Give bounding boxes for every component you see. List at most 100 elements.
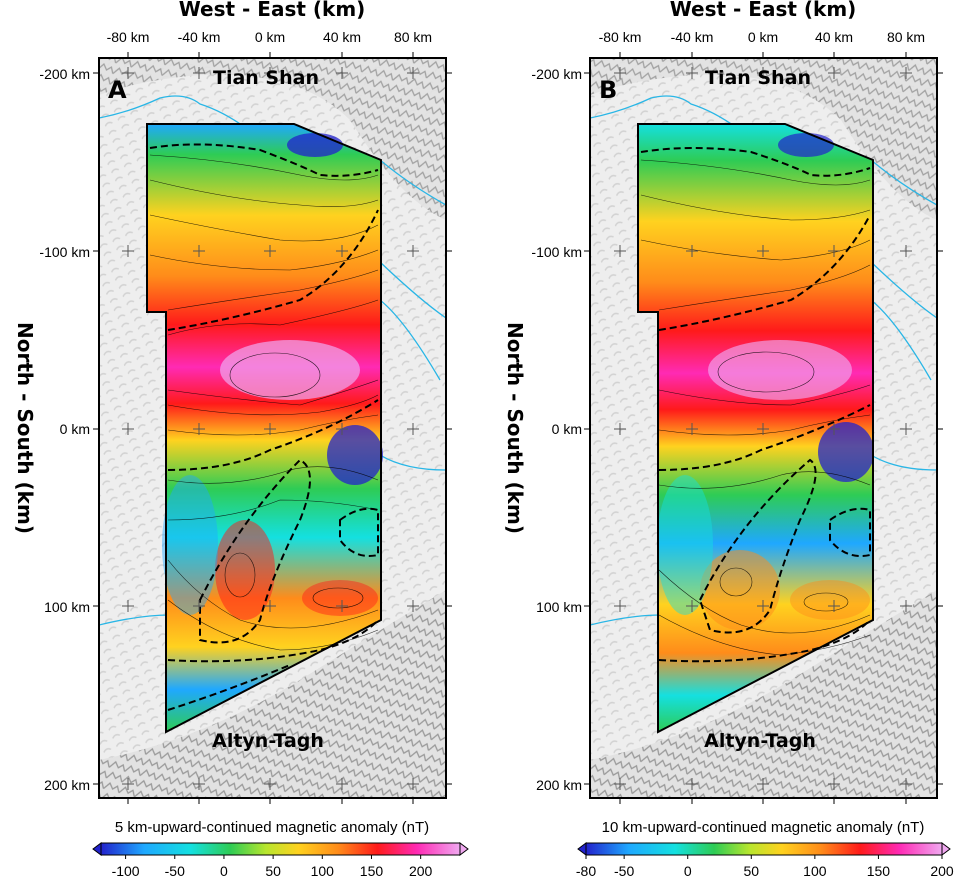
map-frame (98, 57, 447, 799)
anomaly-low (327, 425, 383, 485)
colorbar-tick-label: 0 (684, 863, 692, 879)
anomaly-high (700, 550, 780, 630)
contour-line (224, 552, 256, 598)
colorbar-tick-label: 200 (409, 863, 433, 879)
river (99, 614, 171, 626)
contour-line (167, 499, 379, 521)
anomaly-high (215, 520, 275, 620)
y-tick-label: -200 km (531, 66, 582, 82)
colorbar-tick-label: -100 (112, 863, 140, 879)
y-tick-labels: -200 km -100 km 0 km 100 km 200 km (39, 66, 90, 793)
colorbar-gradient (585, 842, 943, 856)
contour-line (658, 569, 871, 634)
y-tick-label: 200 km (44, 777, 90, 793)
contour-line (167, 299, 379, 336)
colorbar-over-triangle (459, 842, 469, 856)
y-tick-label: -100 km (39, 244, 90, 260)
contour-line (640, 159, 871, 186)
zero-contour (167, 664, 291, 711)
graticule-cross (122, 600, 419, 612)
panel-b: West - East (km) North - South (km) -80 … (503, 0, 954, 879)
panel-letter: B (599, 76, 617, 104)
x-tick-label: 80 km (887, 29, 925, 45)
contour-line (149, 214, 379, 242)
frame-ticks (584, 52, 943, 804)
zero-contour (149, 143, 379, 177)
contour-line (717, 351, 815, 393)
anomaly-low (818, 422, 874, 482)
graticule-cross (614, 245, 912, 257)
river (870, 299, 932, 381)
zero-contour (698, 458, 817, 634)
contour-line (803, 592, 849, 612)
anomaly-low (287, 133, 343, 157)
contour-line (658, 384, 871, 406)
colorbar-tick-label: 100 (803, 863, 827, 879)
region-label-south: Altyn-Tagh (704, 730, 816, 752)
colorbar: -80 -50 0 50 100 150 200 (576, 842, 954, 879)
river (870, 159, 937, 206)
zero-contour (167, 209, 379, 331)
graticule-cross (614, 423, 912, 435)
contour-line (719, 567, 753, 597)
contour-line (149, 249, 379, 271)
x-tick-label: -40 km (178, 29, 221, 45)
colorbar-title: 5 km-upward-continued magnetic anomaly (… (115, 819, 429, 836)
x-axis-title: West - East (km) (179, 0, 366, 21)
y-axis-title: North - South (km) (13, 322, 37, 534)
river (379, 159, 446, 206)
contour-line (167, 269, 379, 311)
graticule-cross (122, 67, 419, 79)
basemap-tian-shan-relief (99, 58, 446, 220)
zero-contour (339, 507, 379, 557)
anomaly-high (220, 340, 360, 400)
colorbar-tick-label: 150 (867, 863, 891, 879)
zero-contour (199, 458, 311, 644)
y-axis-title: North - South (km) (503, 322, 527, 534)
colorbar-tick-label: -50 (165, 863, 185, 879)
contour-line (167, 379, 379, 406)
contour-line (312, 587, 364, 609)
y-tick-label: 0 km (60, 421, 90, 437)
colorbar-tick-label: 200 (930, 863, 954, 879)
colorbar-tick-label: 50 (265, 863, 281, 879)
graticule-cross (614, 600, 912, 612)
graticule-crosses (614, 67, 912, 790)
zero-contour (640, 147, 871, 177)
zero-contour (658, 214, 871, 331)
contour-line (640, 194, 871, 221)
anomaly-low (162, 475, 218, 615)
river (379, 454, 446, 471)
anomaly-high (790, 580, 870, 620)
contour-line (167, 414, 379, 436)
anomaly-low (657, 475, 713, 615)
y-tick-label: -100 km (531, 244, 582, 260)
tick-marks (93, 72, 452, 785)
graticule-cross (122, 245, 419, 257)
zero-contour (658, 404, 871, 471)
colorbar-tick-label: 100 (311, 863, 335, 879)
river (590, 614, 662, 626)
colorbar-tick-label: -80 (576, 863, 596, 879)
contour-line (658, 264, 871, 311)
frame-ticks (93, 52, 452, 804)
basemap-altyn-tagh-relief (99, 590, 446, 798)
y-tick-label: -200 km (39, 66, 90, 82)
colorbar-under-triangle (577, 842, 587, 856)
zero-contour (829, 507, 871, 557)
contour-line (229, 352, 321, 398)
colorbar-tick-label: -50 (614, 863, 634, 879)
river (870, 454, 937, 471)
tick-marks (127, 52, 414, 804)
x-tick-labels: -80 km -40 km 0 km 40 km 80 km (599, 29, 925, 45)
survey-outline (637, 123, 874, 734)
y-tick-label: 100 km (44, 599, 90, 615)
contour-line (658, 471, 871, 489)
basemap-tian-shan-relief (590, 58, 937, 220)
colorbar-ticks: -100 -50 0 50 100 150 200 (112, 855, 433, 879)
anomaly-high (708, 340, 852, 400)
zero-contours (640, 147, 871, 663)
x-tick-label: 80 km (394, 29, 432, 45)
river (379, 299, 441, 381)
zero-contour (167, 399, 379, 471)
